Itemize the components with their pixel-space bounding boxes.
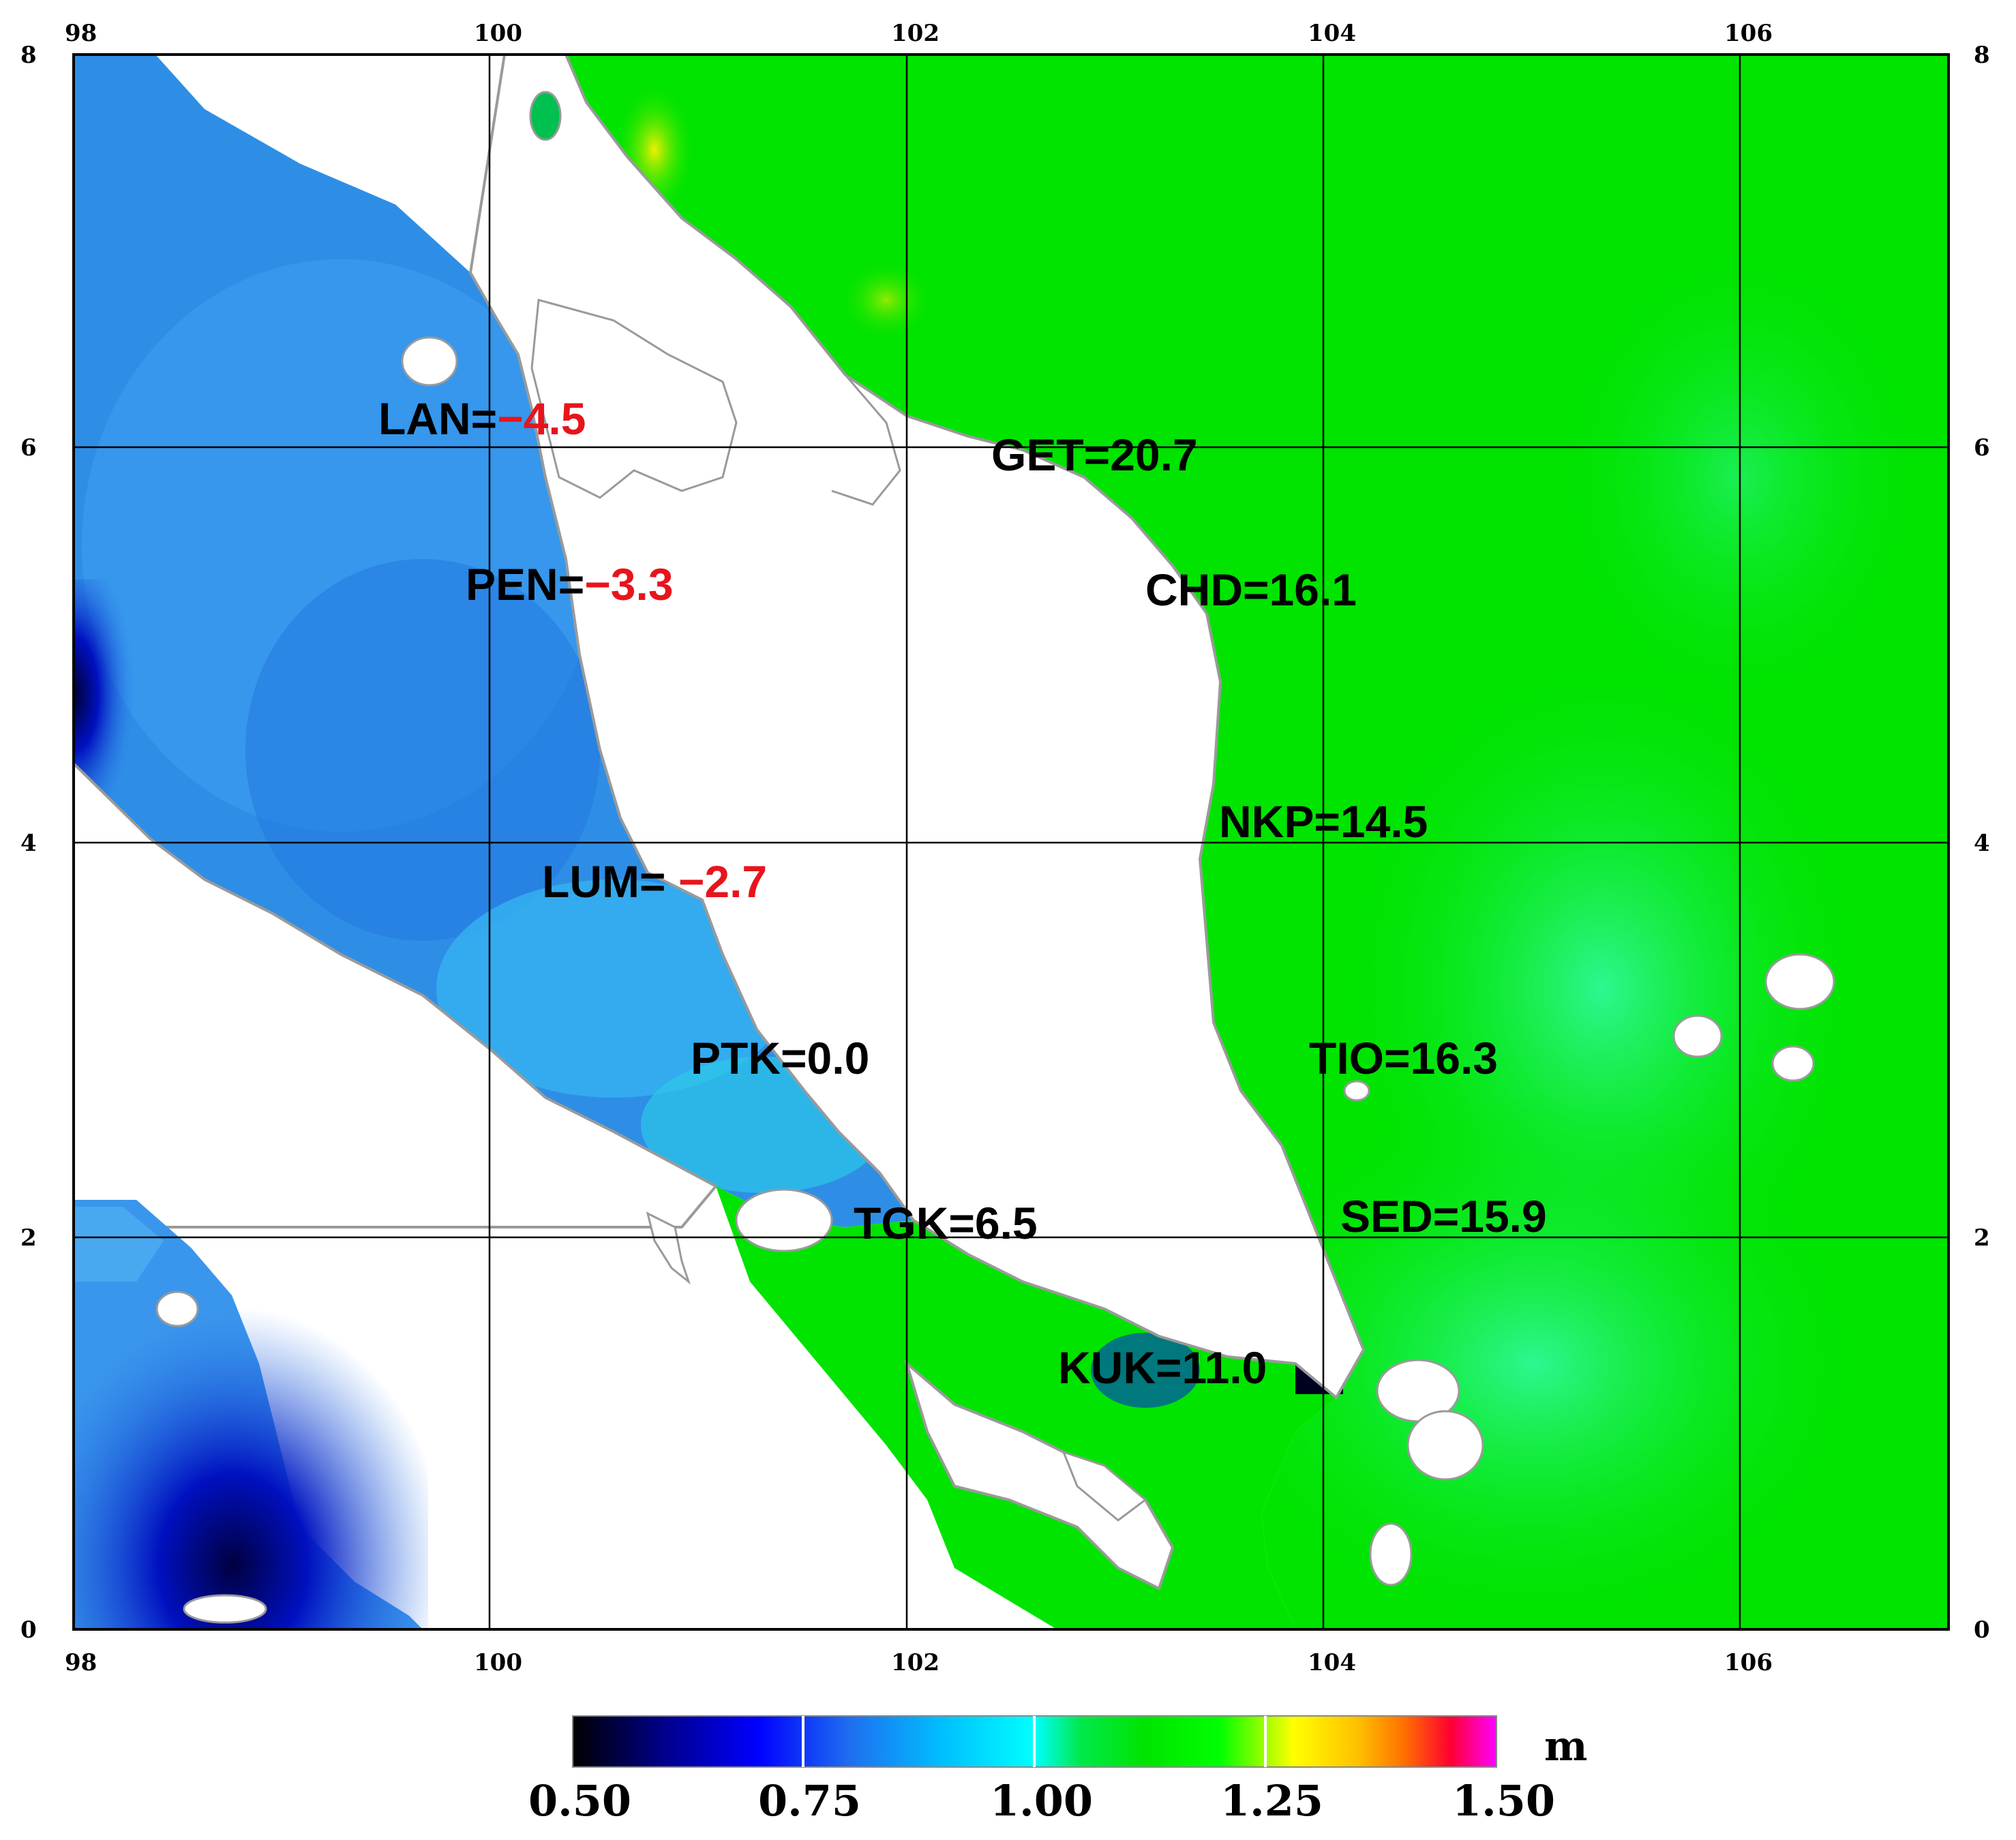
lat-tick-right: 2: [1974, 1224, 1990, 1252]
lon-tick-bottom: 104: [1308, 1649, 1356, 1676]
graticule: [74, 55, 1949, 1629]
sumatra-land: [74, 761, 719, 1228]
station-label-sed: SED=15.9: [1340, 1191, 1547, 1241]
station-label-lan: LAN=−4.5: [378, 393, 586, 444]
station-label-lum: LUM= −2.7: [542, 856, 767, 907]
lat-ticks-right: 8 6 4 2 0: [1974, 42, 1990, 1644]
station-value: 14.5: [1340, 796, 1428, 847]
lat-tick-left: 4: [20, 830, 37, 857]
station-code: PEN=: [466, 559, 584, 609]
station-label-nkp: NKP=14.5: [1219, 796, 1428, 847]
station-code: PTK=: [691, 1033, 807, 1083]
lat-tick-left: 0: [20, 1616, 37, 1644]
colorbar-tick: 0.50: [528, 1776, 631, 1826]
colorbar-unit: m: [1544, 1723, 1588, 1770]
colorbar-tick: 0.75: [758, 1776, 861, 1826]
lon-tick-top: 100: [474, 20, 522, 47]
station-value: −4.5: [497, 393, 586, 444]
lon-tick-top: 102: [891, 20, 939, 47]
station-value: 16.3: [1411, 1033, 1498, 1083]
lat-tick-right: 0: [1974, 1616, 1990, 1644]
colorbar: 0.50 0.75 1.00 1.25 1.50 m: [528, 1715, 1588, 1826]
colorbar-tick: 1.25: [1220, 1776, 1323, 1826]
station-code: TGK=: [854, 1198, 975, 1248]
station-code: KUK=: [1058, 1342, 1182, 1393]
singapore-strait-water: [716, 1186, 1336, 1629]
lon-ticks-bottom: 98 100 102 104 106: [65, 1649, 1773, 1676]
station-code: TIO=: [1309, 1033, 1411, 1083]
lat-tick-right: 6: [1974, 434, 1990, 462]
station-value: 11.0: [1182, 1342, 1267, 1393]
station-value: −2.7: [678, 856, 767, 907]
station-value: 20.7: [1110, 429, 1197, 480]
lon-tick-top: 106: [1724, 20, 1773, 47]
station-labels: LAN=−4.5 PEN=−3.3 LUM= −2.7 PTK=0.0 TGK=…: [378, 393, 1547, 1393]
station-label-chd: CHD=16.1: [1145, 564, 1357, 615]
lat-tick-left: 2: [20, 1224, 37, 1252]
station-code: LAN=: [378, 393, 497, 444]
station-label-ptk: PTK=0.0: [691, 1033, 869, 1083]
station-label-pen: PEN=−3.3: [466, 559, 674, 609]
station-code: GET=: [991, 429, 1110, 480]
station-code: SED=: [1340, 1191, 1459, 1241]
lat-tick-left: 6: [20, 434, 37, 462]
riau-coast-land: [904, 1359, 1175, 1590]
station-code: NKP=: [1219, 796, 1340, 847]
station-value: 6.5: [975, 1198, 1038, 1248]
station-label-get: GET=20.7: [991, 429, 1198, 480]
lon-tick-top: 98: [65, 20, 97, 47]
lat-tick-left: 8: [20, 42, 37, 69]
station-code: LUM=: [542, 856, 678, 907]
station-value: −3.3: [584, 559, 673, 609]
map-area: [74, 55, 1949, 1629]
lon-tick-bottom: 98: [65, 1649, 97, 1676]
lon-tick-bottom: 106: [1724, 1649, 1773, 1676]
station-value: 15.9: [1459, 1191, 1546, 1241]
lon-tick-top: 104: [1308, 20, 1356, 47]
station-label-tio: TIO=16.3: [1309, 1033, 1498, 1083]
station-code: CHD=: [1145, 564, 1269, 615]
lat-tick-right: 8: [1974, 42, 1990, 69]
colorbar-tick: 1.50: [1452, 1776, 1555, 1826]
station-label-tgk: TGK=6.5: [854, 1198, 1038, 1248]
lon-tick-bottom: 102: [891, 1649, 939, 1676]
lat-tick-right: 4: [1974, 830, 1990, 857]
malay-peninsula-land: [468, 55, 1366, 1400]
lat-ticks-left: 8 6 4 2 0: [20, 42, 37, 1644]
colorbar-tick: 1.00: [990, 1776, 1093, 1826]
station-label-kuk: KUK=11.0: [1058, 1342, 1267, 1393]
lon-tick-bottom: 100: [474, 1649, 522, 1676]
lon-ticks-top: 98 100 102 104 106: [65, 20, 1773, 47]
station-value: 0.0: [807, 1033, 870, 1083]
map-frame: [72, 53, 1950, 1631]
station-value: 16.1: [1269, 564, 1357, 615]
